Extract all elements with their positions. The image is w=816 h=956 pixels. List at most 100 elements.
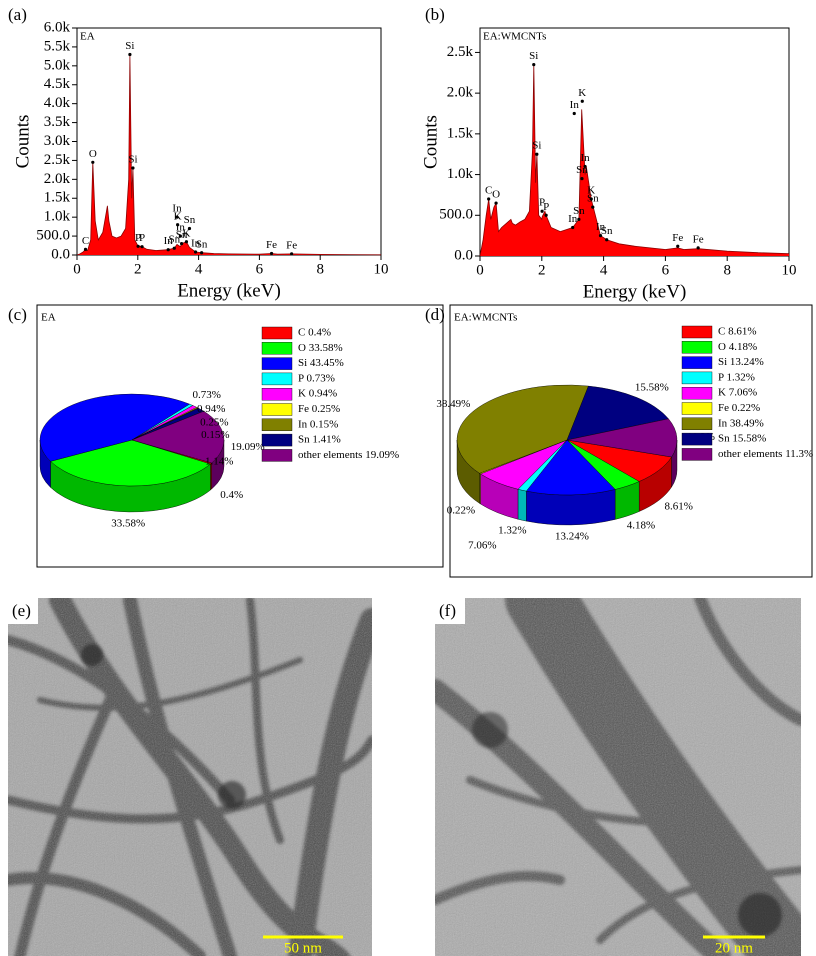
peak-label: Sn (576, 164, 588, 176)
x-tick-label: 10 (374, 261, 389, 277)
pie-slice (50, 439, 211, 487)
peak-label: Si (529, 50, 538, 62)
legend-swatch (261, 326, 293, 340)
peak-label: Sn (573, 205, 585, 217)
x-tick-label: 2 (134, 261, 142, 277)
x-tick-label: 10 (782, 262, 797, 278)
y-tick-label: 4.0k (44, 95, 71, 111)
y-tick-label: 5.5k (44, 38, 71, 54)
panel-frame (36, 304, 444, 568)
panel-label: (e) (12, 601, 31, 620)
pie-side (517, 488, 527, 522)
peak-marker (179, 242, 184, 246)
pie-value-label: 1.32% (498, 525, 526, 537)
pie-value-label: 33.58% (111, 517, 145, 529)
pie-value-label: 0.22% (447, 505, 475, 517)
legend-swatch (261, 449, 293, 462)
peak-label: C (82, 235, 89, 247)
peak-marker (580, 177, 584, 181)
legend-swatch (261, 372, 293, 386)
peak-marker (136, 244, 140, 248)
x-tick-label: 0 (73, 261, 81, 277)
panel-label: (f) (439, 601, 456, 620)
peak-marker (176, 223, 180, 227)
pie-value-label: 1.14% (205, 455, 233, 467)
pie-value-label: 0.73% (192, 389, 220, 401)
x-tick-label: 6 (256, 261, 264, 277)
peak-marker (269, 251, 274, 256)
y-tick-label: 0.0 (51, 246, 70, 262)
pie-value-label: 38.49% (436, 398, 470, 410)
peak-label: In (580, 152, 590, 164)
legend-swatch (261, 388, 293, 401)
y-tick-label: 0.0 (454, 247, 473, 263)
panel-label: (d) (425, 305, 445, 324)
peak-label: Sn (176, 229, 188, 241)
pie-value-label: 15.58% (635, 382, 669, 394)
peak-marker (605, 238, 609, 242)
legend-label: K 0.94% (298, 388, 337, 400)
peak-label: K (578, 87, 586, 99)
peak-label: Si (125, 40, 134, 52)
legend-label: Si 43.45% (298, 357, 344, 369)
y-tick-label: 1.5k (44, 190, 71, 206)
pie-value-label: 0.94% (197, 403, 225, 415)
y-tick-label: 1.0k (44, 209, 71, 225)
x-tick-label: 4 (195, 261, 203, 277)
peak-label: K (587, 185, 595, 197)
peak-marker (589, 197, 593, 201)
plot-frame (76, 27, 382, 256)
x-tick-label: 4 (600, 262, 608, 278)
peak-label: In (176, 222, 186, 234)
pie-value-label: 8.61% (665, 501, 693, 513)
peak-label: In (568, 213, 578, 225)
peak-label: In (172, 203, 182, 215)
peak-marker (175, 215, 179, 219)
peak-marker (140, 245, 144, 249)
spectrum-area (77, 54, 381, 255)
peak-label: P (539, 197, 545, 209)
peak-marker (166, 248, 170, 252)
peak-marker (494, 201, 498, 205)
peak-label: Sn (184, 214, 196, 226)
peak-label: Sn (587, 193, 599, 205)
panel-label: (a) (8, 5, 27, 24)
peak-label: In (191, 238, 201, 250)
peak-marker (187, 226, 192, 231)
scale-bar-label: 20 nm (715, 940, 753, 956)
legend-swatch (681, 387, 713, 400)
panel-frame (449, 304, 813, 578)
spectrum-area (480, 64, 789, 256)
scale-bar-label: 50 nm (284, 940, 322, 956)
peak-marker (577, 217, 581, 221)
peak-marker (91, 160, 95, 164)
y-tick-label: 2.0k (447, 85, 474, 101)
y-tick-label: 3.5k (44, 114, 71, 130)
y-axis-label: Counts (12, 115, 33, 169)
legend-label: C 8.61% (718, 326, 757, 338)
peak-label: Fe (672, 232, 683, 244)
legend-label: P 1.32% (718, 371, 755, 383)
peak-marker (598, 234, 603, 238)
peak-label: K (174, 210, 182, 222)
peak-label: In (596, 221, 606, 233)
peak-marker (544, 213, 548, 217)
legend-label: Sn 15.58% (718, 433, 766, 445)
peak-marker (487, 197, 491, 201)
legend-label: In 38.49% (718, 417, 764, 429)
peak-marker (540, 209, 544, 213)
peak-label: K (182, 227, 190, 239)
legend-swatch (681, 356, 713, 369)
peak-marker (128, 52, 132, 57)
x-tick-label: 8 (723, 262, 731, 278)
legend-swatch (261, 403, 293, 416)
pie-slice (131, 411, 225, 464)
y-tick-label: 1.0k (447, 166, 474, 182)
y-axis-label: Counts (420, 115, 441, 169)
peak-label: O (89, 148, 97, 160)
peak-label: In (570, 99, 580, 111)
pie-slice (39, 393, 191, 462)
legend-swatch (261, 357, 293, 370)
legend-swatch (681, 341, 713, 354)
